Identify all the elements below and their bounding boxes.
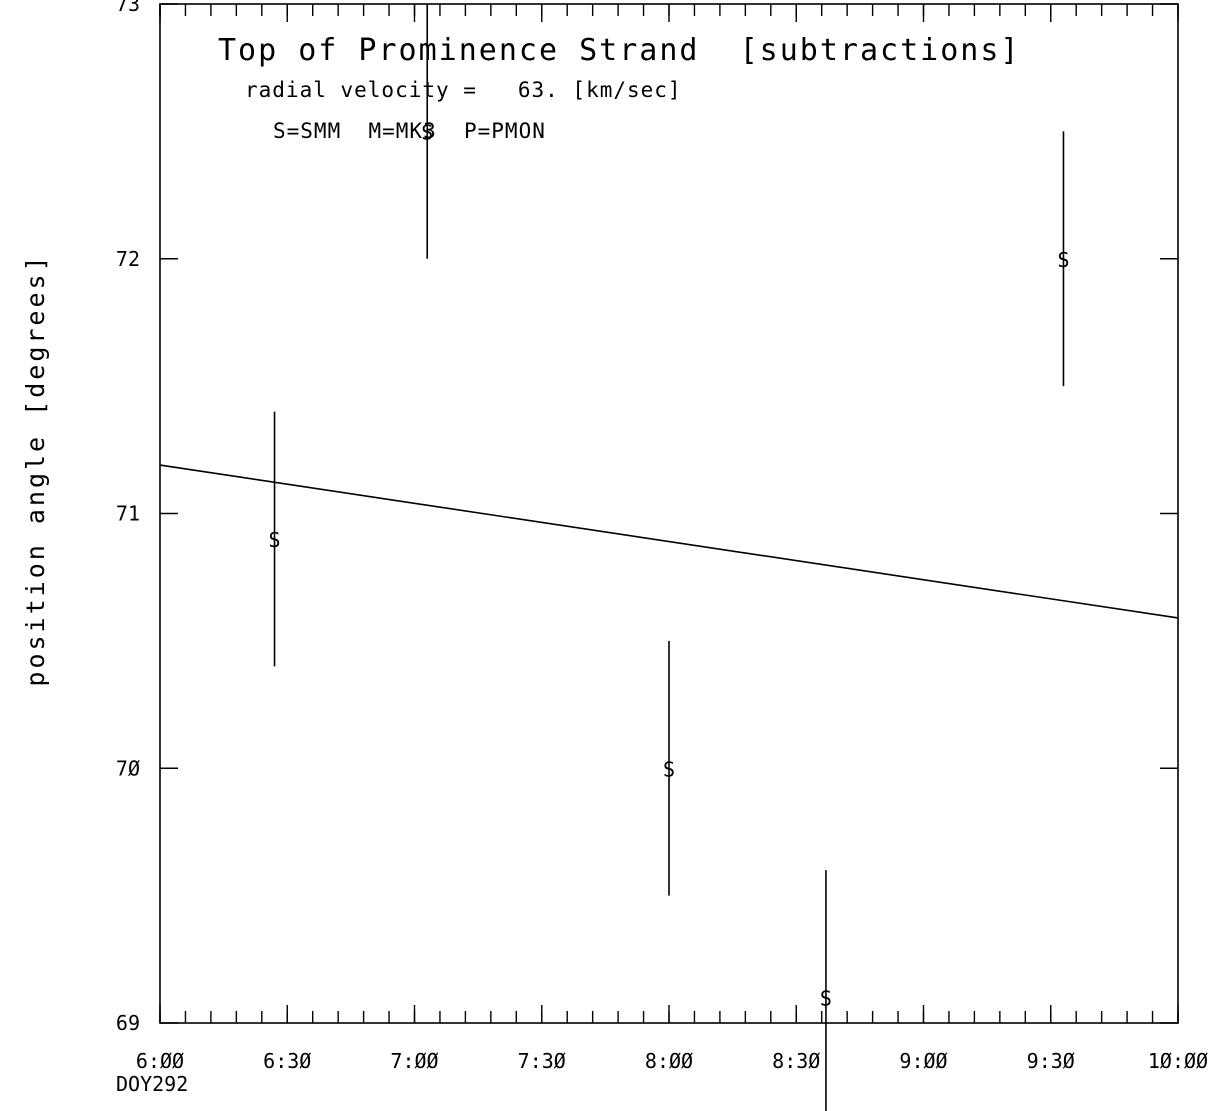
- data-point-marker: S: [1057, 248, 1069, 272]
- annotation-legend: S=SMM M=MK3 P=PMON: [273, 119, 546, 143]
- x-tick-label: 6:3Ø: [263, 1049, 311, 1073]
- x-tick-label: 8:3Ø: [772, 1049, 820, 1073]
- y-tick-label: 71: [116, 502, 140, 526]
- y-axis-label: position angle [degrees]: [21, 253, 50, 686]
- chart-title: Top of Prominence Strand [subtractions]: [218, 33, 1020, 68]
- x-tick-label: 9:ØØ: [899, 1049, 947, 1073]
- y-tick-label: 7Ø: [116, 756, 140, 780]
- annotation-radial-velocity: radial velocity = 63. [km/sec]: [245, 78, 682, 102]
- x-tick-label: 7:3Ø: [518, 1049, 566, 1073]
- y-tick-label: 69: [116, 1011, 140, 1035]
- x-tick-label: 8:ØØ: [645, 1049, 693, 1073]
- x-tick-label: 6:ØØ: [136, 1049, 184, 1073]
- x-tick-label: 9:3Ø: [1027, 1049, 1075, 1073]
- data-point-marker: S: [663, 757, 675, 781]
- y-tick-label: 73: [116, 0, 140, 16]
- data-point-marker: S: [820, 987, 832, 1011]
- x-tick-label: 1Ø:ØØ: [1148, 1049, 1208, 1073]
- x-axis-sublabel: DOY292: [116, 1072, 188, 1096]
- data-point-marker: S: [421, 120, 433, 144]
- data-point-marker: S: [269, 528, 281, 552]
- fit-line: [159, 464, 1179, 619]
- y-tick-label: 72: [116, 247, 140, 271]
- x-tick-label: 7:ØØ: [390, 1049, 438, 1073]
- plot-area: 6:ØØ 6:3Ø 7:ØØ 7:3Ø 8:ØØ 8:3Ø 9:ØØ 9:3Ø 1Ø:ØØ 69 7…: [116, 0, 1208, 1111]
